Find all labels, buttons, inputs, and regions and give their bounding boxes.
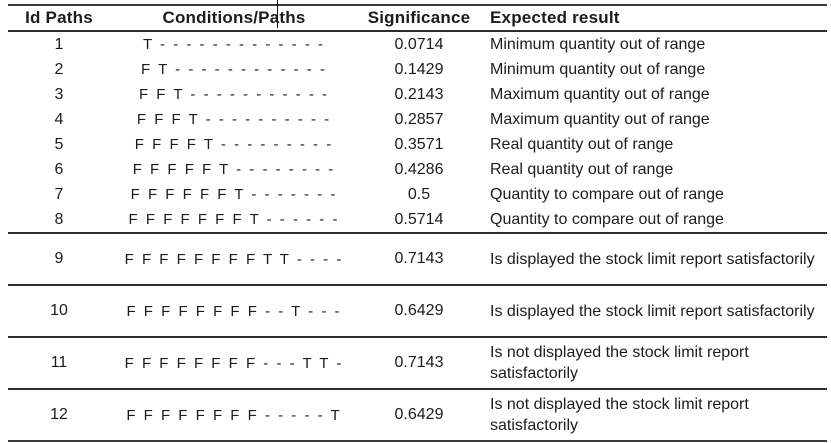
significance-cell: 0.2143 [394, 85, 444, 103]
table-row: 10 F F F F F F F F - - T - - - 0.6429 Is… [8, 285, 827, 337]
significance-cell: 0.5714 [394, 210, 444, 228]
table-row: 1 T - - - - - - - - - - - - - 0.0714 Min… [8, 31, 827, 57]
expected-result-cell: Maximum quantity out of range [490, 86, 710, 103]
conditions-cell: F F T - - - - - - - - - - - [138, 86, 330, 103]
id-paths-cell: 1 [54, 35, 64, 53]
conditions-cell: F F F F F F F F - - T - - - [126, 302, 342, 320]
expected-result-cell: Real quantity out of range [490, 136, 674, 153]
id-paths-cell: 9 [54, 250, 64, 267]
conditions-cell: F F F F F F F T - - - - - - [128, 211, 340, 228]
test-paths-table: Id Paths Conditions/Paths Significance E… [8, 4, 827, 442]
expected-result-cell: Is displayed the stock limit report sati… [490, 250, 815, 268]
conditions-cell: F F F F F F T - - - - - - - [130, 186, 338, 203]
significance-cell: 0.6429 [394, 302, 444, 319]
significance-cell: 0.5 [407, 185, 431, 203]
expected-result-cell: Maximum quantity out of range [490, 111, 710, 128]
table-row: 4 F F F T - - - - - - - - - - 0.2857 Max… [8, 107, 827, 132]
conditions-cell: F F F F F T - - - - - - - - [132, 161, 336, 178]
id-paths-cell: 7 [54, 185, 64, 203]
conditions-cell: F F F F T - - - - - - - - - [134, 136, 334, 153]
expected-result-cell: Real quantity out of range [490, 161, 674, 178]
significance-cell: 0.4286 [394, 160, 444, 178]
id-paths-cell: 10 [50, 302, 68, 319]
table-row: 9 F F F F F F F F T T - - - - 0.7143 Is … [8, 233, 827, 285]
table-row: 2 F T - - - - - - - - - - - - 0.1429 Min… [8, 57, 827, 82]
table-row: 12 F F F F F F F F - - - - - T 0.6429 Is… [8, 389, 827, 441]
conditions-cell: F F F T - - - - - - - - - - [136, 111, 332, 128]
expected-result-cell: Quantity to compare out of range [490, 186, 724, 203]
table-row: 5 F F F F T - - - - - - - - - 0.3571 Rea… [8, 132, 827, 157]
text-cursor [277, 0, 278, 28]
conditions-cell: F F F F F F F F - - - T T - [124, 354, 344, 372]
expected-result-cell: Quantity to compare out of range [490, 211, 724, 228]
header-row: Id Paths Conditions/Paths Significance E… [8, 5, 827, 31]
significance-cell: 0.7143 [394, 250, 444, 267]
table-row: 6 F F F F F T - - - - - - - - 0.4286 Rea… [8, 157, 827, 182]
expected-result-cell: Is displayed the stock limit report sati… [490, 302, 815, 320]
expected-result-cell: Is not displayed the stock limit report … [490, 396, 749, 434]
id-paths-cell: 6 [54, 160, 64, 178]
significance-cell: 0.1429 [394, 60, 444, 78]
id-paths-cell: 2 [54, 60, 64, 78]
id-paths-cell: 12 [50, 406, 68, 423]
col-header-conditions-paths: Conditions/Paths [162, 8, 306, 27]
id-paths-cell: 3 [54, 85, 64, 103]
significance-cell: 0.6429 [394, 406, 444, 423]
table-row: 3 F F T - - - - - - - - - - - 0.2143 Max… [8, 82, 827, 107]
conditions-cell: T - - - - - - - - - - - - - [142, 36, 325, 53]
conditions-cell: F F F F F F F F - - - - - T [126, 406, 342, 424]
id-paths-cell: 8 [54, 210, 64, 228]
expected-result-cell: Minimum quantity out of range [490, 36, 706, 53]
id-paths-cell: 5 [54, 135, 64, 153]
id-paths-cell: 4 [54, 110, 64, 128]
table-row: 11 F F F F F F F F - - - T T - 0.7143 Is… [8, 337, 827, 389]
col-header-expected-result: Expected result [490, 8, 620, 27]
significance-cell: 0.3571 [394, 135, 444, 153]
table-row: 7 F F F F F F T - - - - - - - 0.5 Quanti… [8, 182, 827, 207]
significance-cell: 0.7143 [394, 354, 444, 371]
expected-result-cell: Is not displayed the stock limit report … [490, 344, 749, 382]
col-header-id-paths: Id Paths [25, 8, 93, 27]
significance-cell: 0.2857 [394, 110, 444, 128]
conditions-cell: F F F F F F F F T T - - - - [124, 250, 344, 268]
table-row: 8 F F F F F F F T - - - - - - 0.5714 Qua… [8, 207, 827, 233]
col-header-significance: Significance [367, 8, 471, 27]
id-paths-cell: 11 [50, 354, 68, 371]
conditions-cell: F T - - - - - - - - - - - - [141, 61, 327, 78]
expected-result-cell: Minimum quantity out of range [490, 61, 706, 78]
significance-cell: 0.0714 [394, 35, 444, 53]
